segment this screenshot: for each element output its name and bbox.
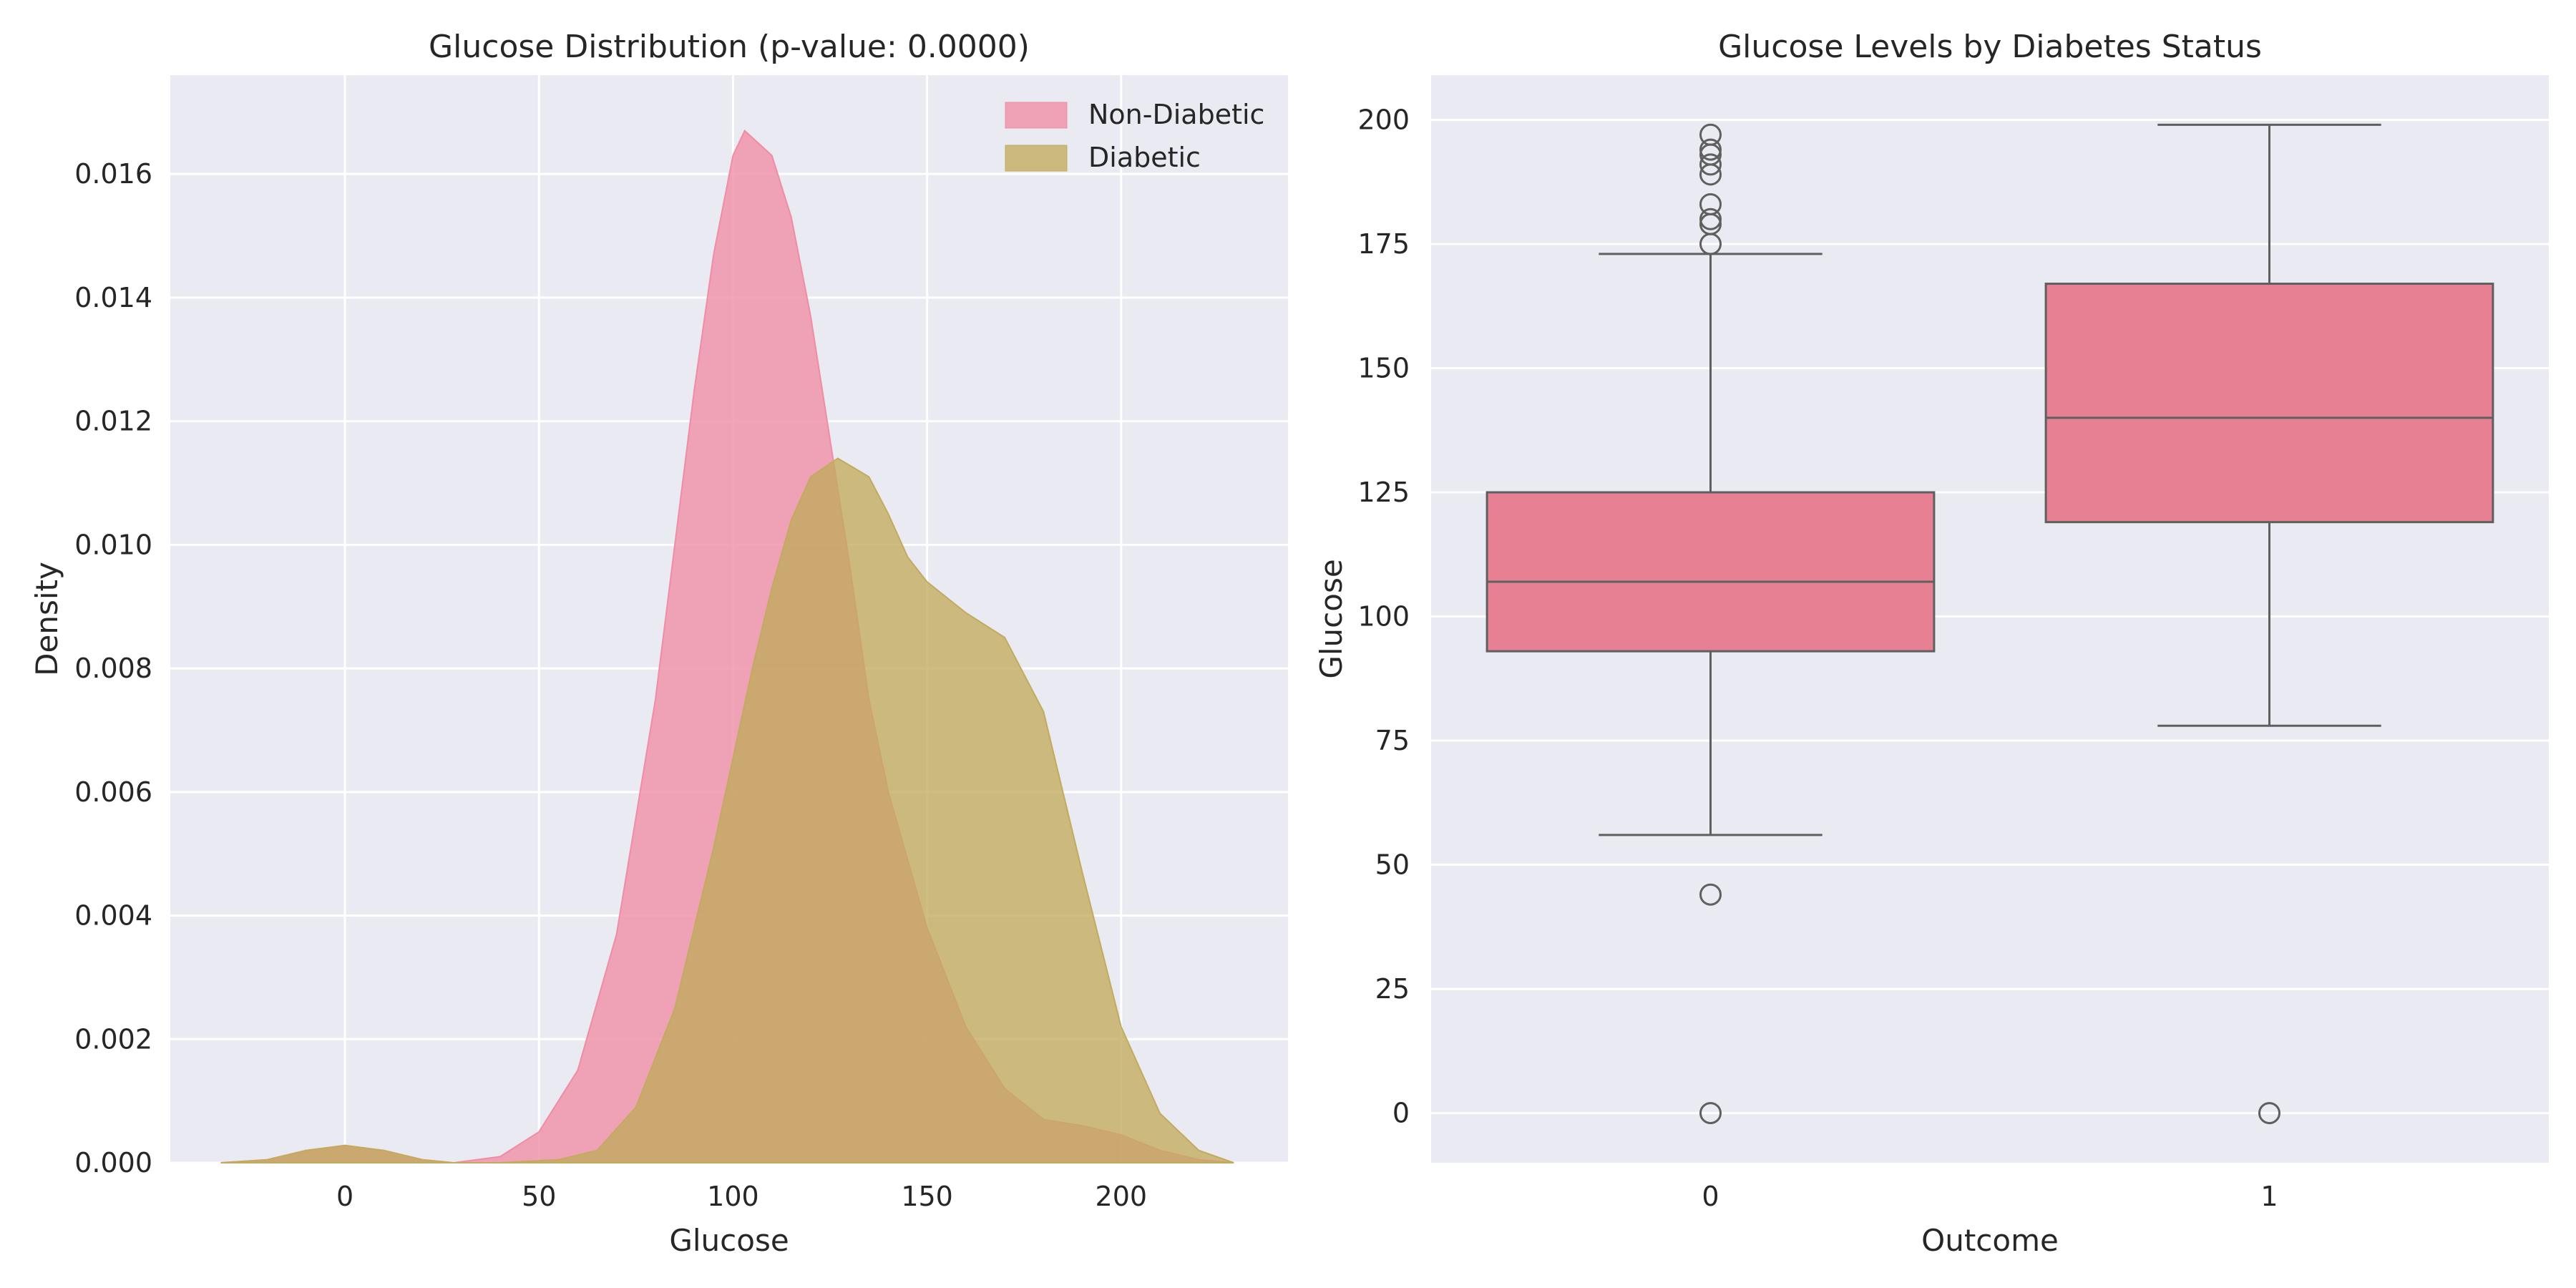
boxplot-y-tick-label: 200 — [1357, 104, 1410, 135]
density-y-tick-label: 0.010 — [74, 529, 152, 560]
boxplot-chart-title: Glucose Levels by Diabetes Status — [1718, 29, 2262, 65]
outlier-point — [1699, 163, 1722, 186]
outlier-point — [1699, 138, 1722, 161]
outlier-point — [1699, 883, 1722, 906]
boxplot-y-tick-label: 175 — [1357, 228, 1410, 260]
boxplot-boxes — [1485, 123, 2494, 1125]
legend-label-diabetic: Diabetic — [1088, 142, 1201, 173]
density-x-tick-label: 100 — [707, 1181, 759, 1212]
boxplot-y-ticks: 0 25 50 75 100 125 150 175 200 — [1357, 104, 1410, 1128]
density-y-tick-label: 0.008 — [74, 653, 152, 684]
density-legend: Non-Diabetic Diabetic — [1005, 99, 1264, 173]
density-y-tick-label: 0.014 — [74, 282, 152, 313]
outlier-point — [1699, 233, 1722, 255]
legend-swatch-diabetic — [1005, 145, 1068, 172]
legend-swatch-non-diabetic — [1005, 102, 1068, 129]
box-outcome-1 — [2044, 123, 2494, 1125]
boxplot-y-axis-label: Glucose — [1314, 559, 1349, 678]
density-y-tick-label: 0.004 — [74, 900, 152, 932]
legend-label-non-diabetic: Non-Diabetic — [1088, 99, 1264, 130]
density-y-tick-label: 0.000 — [74, 1147, 152, 1179]
outlier-point — [1699, 153, 1722, 176]
outlier-point — [2258, 1102, 2280, 1125]
density-panel: 0 50 100 150 200 0.0000.0020.0040.0060.0080.… — [29, 29, 1288, 1258]
box-outcome-0 — [1485, 123, 1936, 1125]
density-x-tick-label: 150 — [901, 1181, 953, 1212]
density-x-tick-label: 50 — [522, 1181, 556, 1212]
density-y-tick-label: 0.002 — [74, 1023, 152, 1055]
interquartile-box — [2044, 283, 2494, 524]
density-chart-title: Glucose Distribution (p-value: 0.0000) — [429, 29, 1030, 65]
density-y-ticks: 0.000 0.002 0.004 0.006 0.008 0.010 0.012 0.014… — [74, 158, 152, 1179]
density-x-ticks: 0 50 100 150 200 — [336, 1181, 1147, 1212]
density-x-axis-label: Glucose — [669, 1223, 789, 1258]
density-x-tick-label: 0 — [336, 1181, 353, 1212]
density-areas — [220, 130, 1234, 1164]
boxplot-y-tick-label: 125 — [1357, 477, 1410, 508]
outlier-point — [1699, 208, 1722, 230]
boxplot-x-tick-label: 1 — [2260, 1181, 2278, 1212]
density-x-tick-label: 200 — [1096, 1181, 1148, 1212]
density-area-diabetic — [220, 457, 1234, 1163]
boxplot-y-tick-label: 25 — [1375, 973, 1410, 1005]
boxplot-y-tick-label: 100 — [1357, 601, 1410, 633]
density-y-tick-label: 0.012 — [74, 406, 152, 437]
interquartile-box — [1485, 491, 1936, 653]
density-y-axis-label: Density — [29, 562, 64, 676]
boxplot-x-tick-label: 0 — [1702, 1181, 1719, 1212]
density-y-tick-label: 0.016 — [74, 158, 152, 190]
boxplot-y-tick-label: 50 — [1375, 849, 1410, 881]
outlier-point — [1699, 1102, 1722, 1125]
density-y-tick-label: 0.006 — [74, 776, 152, 808]
boxplot-y-tick-label: 0 — [1392, 1098, 1410, 1129]
boxplot-y-tick-label: 150 — [1357, 352, 1410, 384]
boxplot-x-axis-label: Outcome — [1921, 1223, 2059, 1258]
boxplot-y-tick-label: 75 — [1375, 725, 1410, 756]
